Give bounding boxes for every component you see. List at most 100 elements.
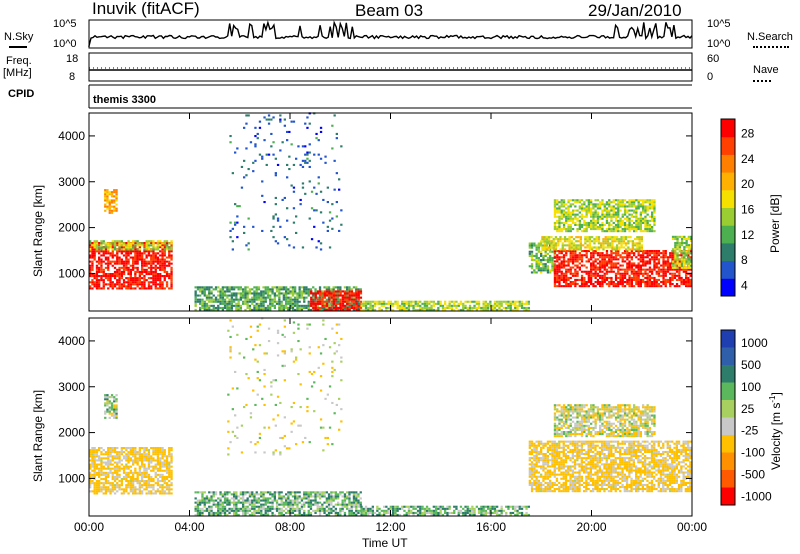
- power-cell: [642, 203, 645, 206]
- power-cell: [635, 250, 638, 253]
- velocity-cell: [122, 455, 126, 458]
- power-cell: [315, 137, 318, 140]
- power-cell: [596, 278, 600, 281]
- power-cell: [138, 242, 141, 245]
- power-cell: [628, 203, 631, 206]
- velocity-cell: [95, 486, 99, 489]
- power-cell: [279, 149, 282, 152]
- power-cell: [617, 281, 620, 284]
- power-cell: [282, 286, 285, 289]
- power-cell: [416, 302, 420, 305]
- velocity-cell: [208, 505, 211, 508]
- velocity-cell: [242, 513, 245, 516]
- power-cell: [307, 302, 310, 305]
- power-cell: [264, 288, 267, 291]
- velocity-cell: [248, 491, 252, 494]
- power-cell: [107, 273, 110, 276]
- velocity-cell: [156, 451, 160, 454]
- power-cell: [644, 205, 647, 208]
- power-cell: [565, 260, 568, 263]
- velocity-cell: [91, 469, 94, 472]
- power-cell: [648, 219, 652, 222]
- velocity-cell: [221, 507, 224, 510]
- power-cell: [623, 274, 627, 277]
- power-cell: [278, 286, 281, 289]
- velocity-cell: [95, 490, 99, 493]
- power-cell: [127, 248, 130, 251]
- power-cell: [635, 266, 638, 269]
- power-cell: [593, 246, 596, 249]
- power-cell: [238, 205, 241, 208]
- power-cell: [108, 207, 111, 210]
- power-cell: [676, 266, 679, 269]
- power-cell: [657, 278, 661, 281]
- power-cell: [125, 244, 128, 247]
- power-cell: [407, 302, 411, 305]
- velocity-cell: [260, 513, 263, 516]
- power-cell: [603, 278, 606, 281]
- power-cell: [621, 274, 624, 277]
- power-cell: [143, 264, 146, 267]
- velocity-cell: [118, 457, 121, 460]
- power-cell: [560, 262, 563, 265]
- power-cell: [285, 306, 288, 309]
- power-cell: [278, 288, 281, 291]
- power-cell: [341, 294, 345, 297]
- velocity-cell: [161, 486, 164, 489]
- velocity-cell: [132, 488, 135, 491]
- velocity-cell: [217, 513, 220, 516]
- power-cell: [457, 304, 460, 307]
- power-cell: [587, 199, 590, 202]
- power-cell: [674, 254, 677, 257]
- velocity-cell: [132, 475, 135, 478]
- power-cell: [432, 308, 435, 311]
- power-cell: [156, 275, 160, 278]
- velocity-cell: [100, 490, 103, 493]
- power-cell: [272, 116, 275, 119]
- power-cell: [371, 308, 374, 311]
- power-cell: [468, 306, 472, 309]
- velocity-cell: [205, 501, 209, 504]
- velocity-cell: [260, 509, 263, 512]
- power-cell: [655, 266, 658, 269]
- velocity-cell: [152, 492, 155, 495]
- velocity-cell: [230, 497, 233, 500]
- power-cell: [437, 308, 440, 311]
- power-cell: [93, 277, 96, 280]
- power-cell: [599, 285, 602, 288]
- velocity-cell: [147, 480, 151, 483]
- power-cell: [509, 308, 512, 311]
- power-cell: [614, 217, 618, 220]
- power-cell: [644, 252, 647, 255]
- velocity-cell: [107, 488, 110, 491]
- power-cell: [621, 258, 624, 261]
- velocity-cell: [170, 457, 173, 460]
- power-cell: [594, 209, 597, 212]
- power-cell: [585, 285, 588, 288]
- power-cell: [646, 254, 649, 257]
- power-cell: [98, 248, 101, 251]
- power-cell: [89, 273, 92, 276]
- power-cell: [619, 201, 622, 204]
- power-cell: [165, 275, 169, 278]
- power-cell: [644, 270, 647, 273]
- power-cell: [664, 254, 667, 257]
- power-cell: [580, 205, 584, 208]
- velocity-cell: [138, 457, 141, 460]
- power-cell: [344, 294, 347, 297]
- velocity-cell: [108, 402, 111, 405]
- power-cell: [341, 300, 345, 303]
- power-cell: [244, 300, 247, 303]
- velocity-cell: [248, 509, 252, 512]
- power-cell: [578, 219, 581, 222]
- power-cell: [134, 250, 137, 253]
- velocity-cell: [287, 499, 290, 502]
- power-cell: [141, 242, 144, 245]
- power-cell: [558, 207, 561, 210]
- power-cell: [671, 278, 674, 281]
- power-cell: [605, 215, 609, 218]
- power-cell: [671, 252, 674, 255]
- power-cell: [520, 304, 524, 307]
- power-cell: [462, 304, 465, 307]
- power-cell: [106, 189, 109, 192]
